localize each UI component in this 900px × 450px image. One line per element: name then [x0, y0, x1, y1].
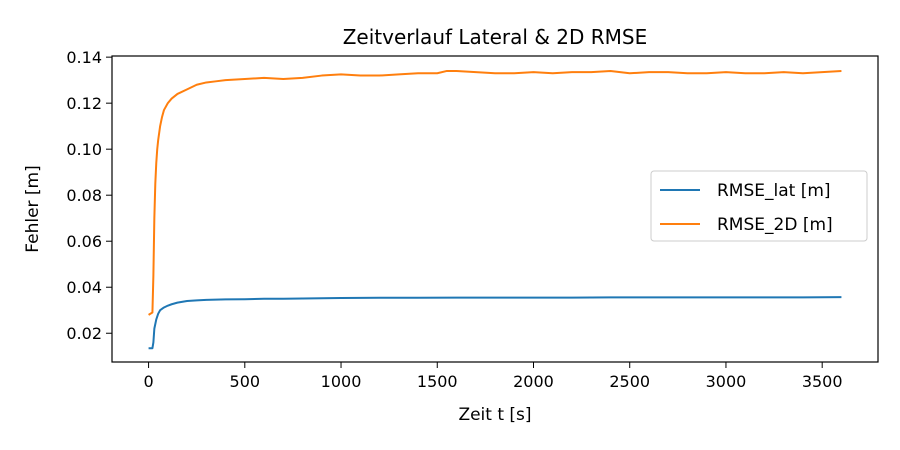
y-axis-label: Fehler [m]	[23, 165, 43, 252]
x-axis-label: Zeit t [s]	[458, 405, 531, 425]
x-tick-label: 0	[143, 372, 153, 391]
x-tick-label: 1500	[417, 372, 458, 391]
x-tick-label: 1000	[321, 372, 362, 391]
legend-label: RMSE_lat [m]	[717, 181, 831, 201]
y-tick-label: 0.04	[66, 278, 102, 297]
x-tick-label: 2000	[513, 372, 554, 391]
y-tick-label: 0.10	[66, 140, 102, 159]
x-tick-label: 2500	[609, 372, 650, 391]
y-tick-label: 0.08	[66, 186, 102, 205]
y-tick-label: 0.02	[66, 324, 102, 343]
y-axis: 0.02 0.04 0.06 0.08 0.10 0.12 0.14	[66, 48, 112, 343]
y-tick-label: 0.12	[66, 94, 102, 113]
plot-frame	[111, 55, 879, 363]
x-tick-label: 3500	[802, 372, 843, 391]
legend-label: RMSE_2D [m]	[717, 215, 833, 235]
x-tick-label: 3000	[706, 372, 747, 391]
chart-title: Zeitverlauf Lateral & 2D RMSE	[343, 25, 648, 49]
x-axis: 0 500 1000 1500 2000 2500 3000 3500	[143, 362, 843, 391]
plot-area	[148, 69, 842, 350]
series-line-1	[148, 296, 842, 350]
series-line-2	[148, 69, 842, 316]
y-tick-label: 0.06	[66, 232, 102, 251]
legend-box	[650, 170, 868, 242]
legend: RMSE_lat [m] RMSE_2D [m]	[650, 170, 868, 242]
x-tick-label: 500	[230, 372, 261, 391]
y-tick-label: 0.14	[66, 48, 102, 67]
